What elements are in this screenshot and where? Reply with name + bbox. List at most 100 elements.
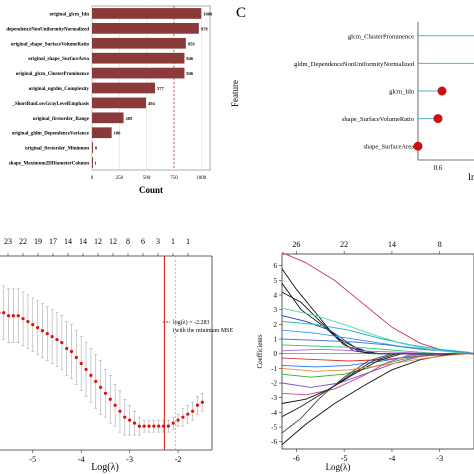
coefficient-path [281,252,474,355]
category-label: original_shape_SurfaceArea [28,57,89,62]
mse-point [200,400,204,404]
mse-point [16,314,20,318]
bar [92,8,202,19]
top-tick-label: 22 [19,237,27,246]
lollipop-point [437,86,447,96]
y-tick-label: 5 [274,277,278,285]
category-label: original_gldm_DependenceVariance [12,132,90,137]
x-axis-title: Count [139,185,163,195]
feature-label: shape_SurfaceVolumeRatio [342,116,414,123]
x-tick-label: -3 [436,454,443,463]
data-label: 1000 [203,11,213,16]
x-tick-label: -6 [293,454,300,463]
bar [92,97,146,109]
mse-point [181,415,185,419]
top-tick-label: 17 [49,237,57,246]
coefficient-path [281,329,474,355]
top-tick-label: 23 [4,237,12,246]
data-label: 846 [186,71,194,76]
mse-point [69,349,74,354]
y-tick-label: 6 [274,262,278,270]
y-tick-label: 1 [274,336,278,344]
coefficient-path [281,315,474,355]
mse-point [191,409,195,413]
top-tick-label: 14 [79,237,87,246]
mse-point [176,418,180,422]
mse-point [137,424,141,428]
mse-point [84,367,88,372]
lollipop-point [413,141,423,151]
x-tick-label: 0 [91,176,94,181]
y-tick-label: -4 [271,409,277,417]
x-axis-title: Log(λ) [91,462,119,473]
x-tick-label: -3 [126,455,133,464]
legend-text: log(λ) = -2.283 [173,319,209,326]
x-tick-label: 250 [116,176,124,181]
mse-point [157,424,161,428]
mse-point [98,385,103,389]
x-tick-label: 1000 [196,176,207,181]
bar [92,82,156,94]
category-label: original_ngtdm_Complexity [29,87,90,92]
coefficient-path [281,353,474,378]
panel-label-c: C [236,5,246,21]
mse-point [36,326,40,330]
mse-point [45,332,49,336]
y-tick-label: 4 [274,292,278,300]
mse-point [50,334,54,339]
y-tick-label: 0 [274,350,278,358]
mse-point [118,409,122,413]
mse-point [2,311,6,315]
coefficient-path [281,353,474,445]
top-tick-label: 8 [126,237,130,246]
feature-importance-lollipop-chart: glcm_ClusterProminence gldm_DependenceNon… [230,22,474,182]
mse-point [113,403,117,407]
x-tick-label: -4 [78,455,85,464]
mse-point [31,323,35,327]
bar [92,157,93,168]
top-tick-label: 26 [292,240,300,249]
mse-point [55,337,59,342]
mse-point [6,314,11,318]
mse-point [60,340,64,345]
coefficient-path [281,338,474,355]
data-label: 289 [126,116,134,121]
x-axis-title: Imp [468,172,474,182]
x-tick-label: 0.6 [434,164,443,172]
lasso-coefficient-path-chart: -6 -5 -4 -3 -2 -1 0 1 2 3 4 5 6 -6 -5 -4 -3 26 22 14 8 Coeffi… [256,240,474,472]
top-tick-label: 22 [340,240,348,249]
y-tick-label: 2 [274,321,278,329]
mse-point [94,379,98,383]
coefficient-path [281,353,474,404]
y-tick-label: -5 [271,424,277,432]
data-label: 577 [157,86,165,91]
mse-point [142,424,146,428]
data-label: 494 [148,101,156,106]
feature-label: glcm_Idn [389,89,415,96]
x-tick-label: -5 [341,454,348,463]
category-label: original_glcm_ClusterProminence [16,72,90,77]
top-tick-label: 14 [64,237,72,246]
bar [92,142,93,154]
mse-point [11,314,15,318]
mse-point [74,355,78,360]
y-axis-title: Feature [230,80,240,107]
x-axis-title: Log(λ) [326,462,351,472]
category-label: shape_Maximum2DDiameterColumn [9,162,89,167]
x-tick-label: -5 [29,455,36,464]
bar [92,67,185,79]
x-tick-label: -2 [175,455,182,464]
bar [92,52,185,64]
top-tick-label: 12 [109,237,117,246]
category-label: dependenceNonUniformityNormalized [6,27,89,32]
y-tick-label: -6 [271,438,277,446]
mse-point [166,424,170,428]
x-tick-label: 750 [170,176,178,181]
category-label: original_firstorder_Minimum [25,147,90,152]
mse-point [40,329,45,333]
coefficient-path [281,307,474,355]
data-label: 1 [94,161,97,166]
data-label: 846 [186,56,194,61]
data-label: 859 [188,41,196,46]
